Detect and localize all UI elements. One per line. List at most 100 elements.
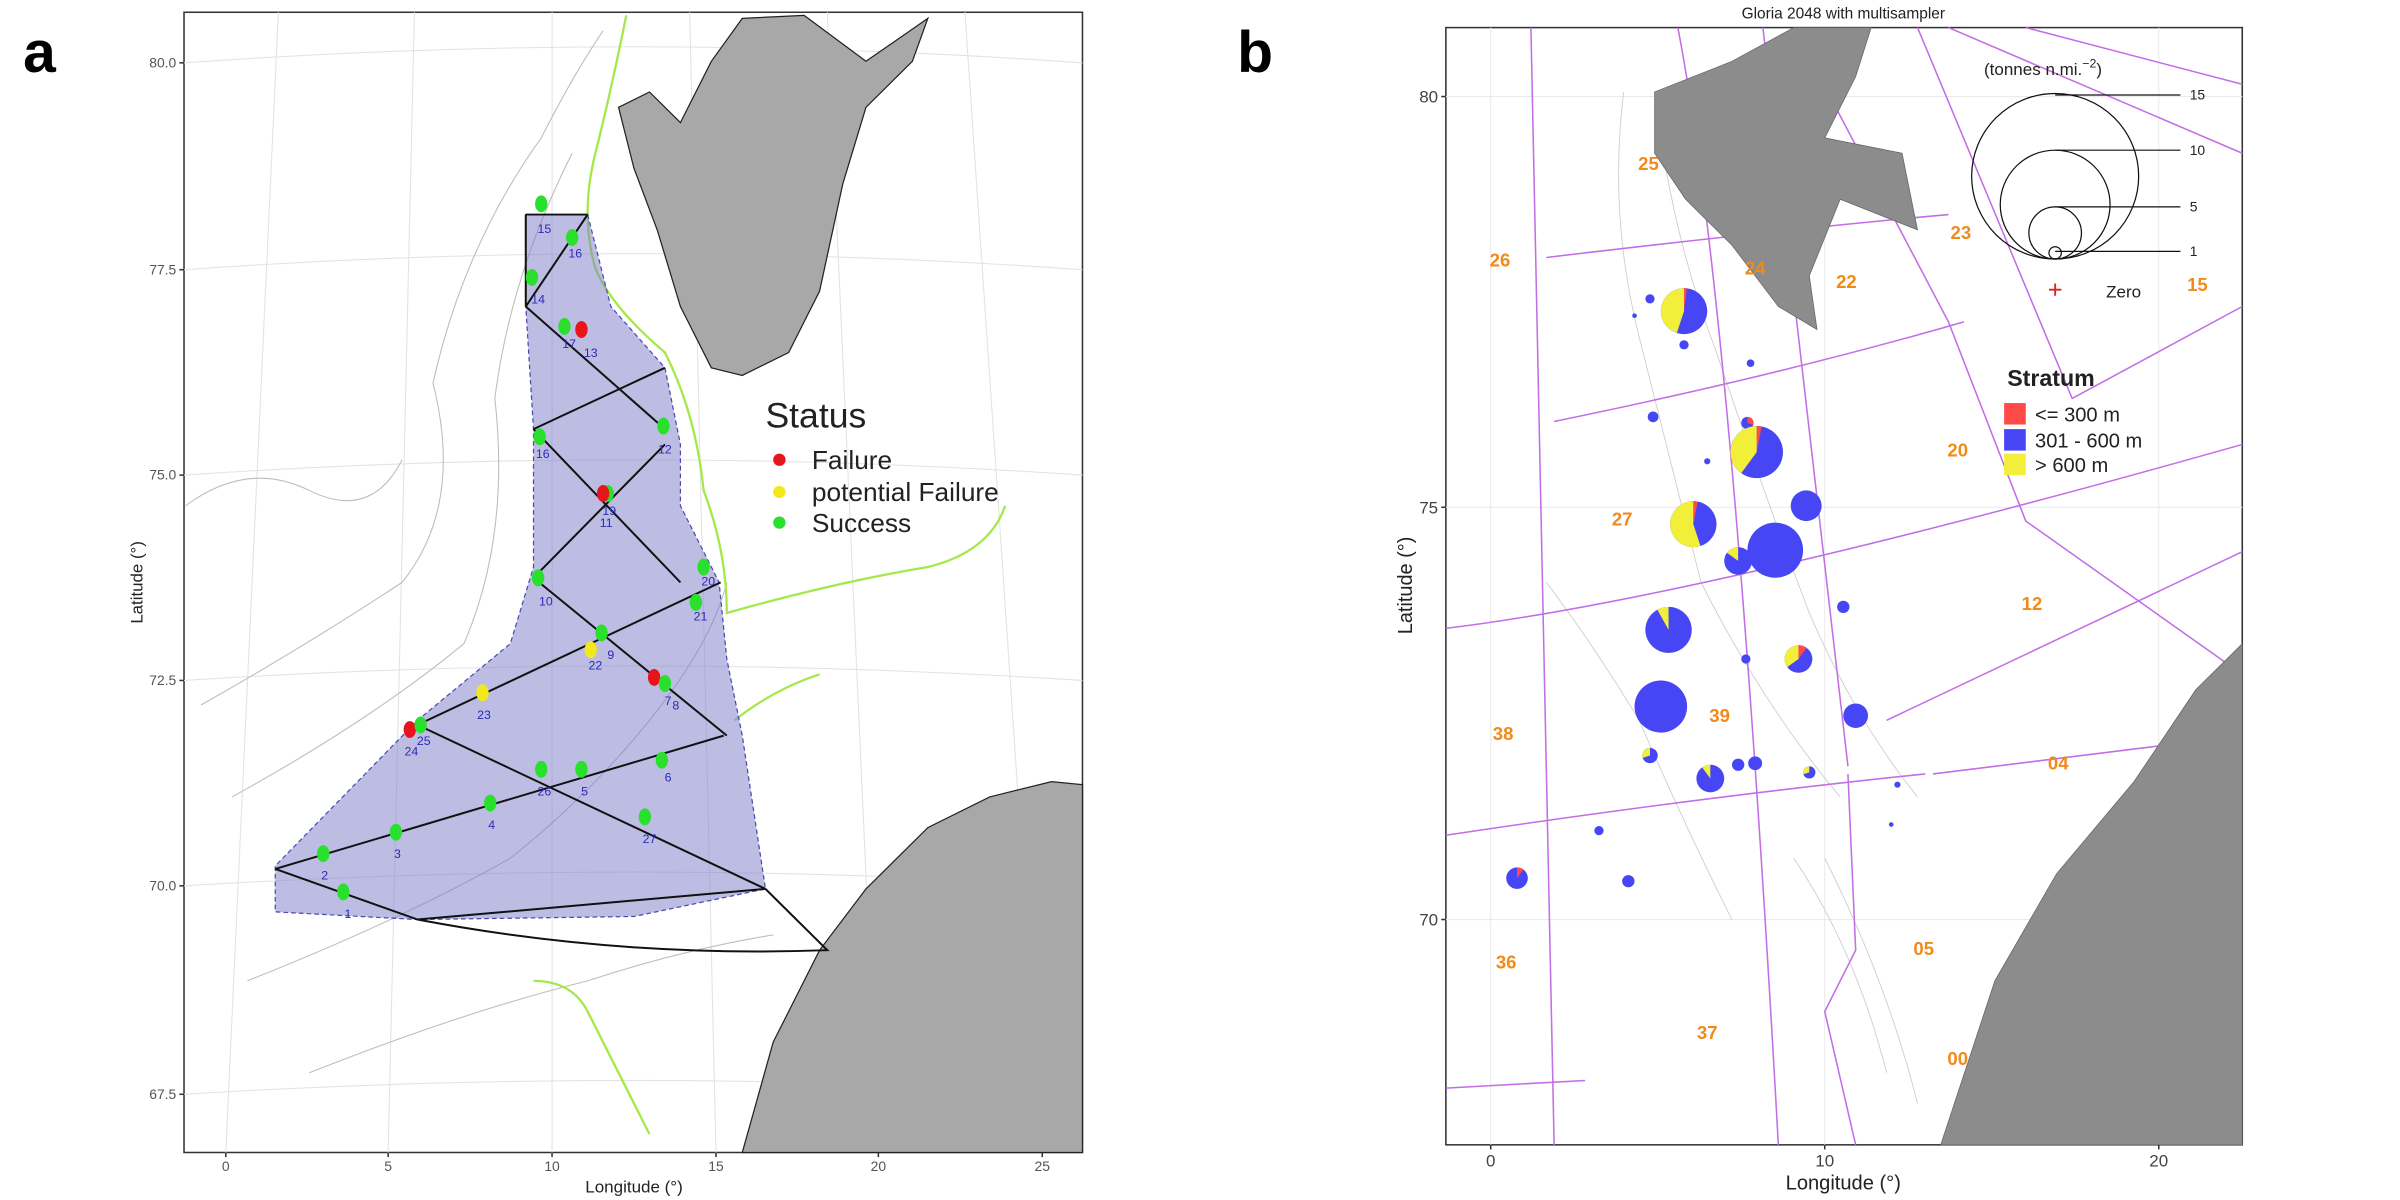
station-marker: [525, 268, 539, 286]
station-label: 6: [665, 771, 672, 785]
scale-label: 1: [2190, 243, 2198, 259]
pie-slice: [1730, 426, 1757, 474]
station-label: 25: [417, 734, 431, 748]
pie-slice: [1517, 867, 1524, 879]
pie: [1647, 411, 1659, 423]
pie: [1747, 522, 1804, 578]
station-label: 17: [562, 337, 576, 351]
legend-label: > 600 m: [2035, 455, 2108, 477]
pie: [1888, 822, 1894, 827]
y-tick-label: 70.0: [149, 877, 176, 893]
zero-marker: [2048, 283, 2062, 296]
station-label: 15: [537, 222, 551, 236]
chart-title: Gloria 2048 with multisampler: [1742, 5, 1945, 22]
legend-label: potential Failure: [812, 477, 999, 507]
stratum-label: 20: [1947, 440, 1968, 461]
pie-slice: [1702, 764, 1711, 779]
transects: [274, 213, 830, 953]
station-label: 26: [537, 784, 551, 798]
station-label: 5: [581, 784, 588, 798]
station-label: 22: [588, 659, 602, 673]
station-label: 10: [539, 594, 553, 608]
station-label: 4: [488, 818, 495, 832]
station-label: 7: [665, 694, 672, 708]
station-marker: [575, 760, 588, 778]
x-tick-label: 20: [871, 1158, 887, 1174]
stratum-label: 04: [2048, 752, 2069, 773]
pie-slice: [1756, 426, 1762, 453]
station-marker: [337, 883, 350, 901]
y-tick-label: 70: [1419, 911, 1438, 930]
y-axis-title: Latitude (°): [1395, 537, 1417, 635]
pie: [1894, 781, 1901, 788]
stratum-label: 25: [1638, 153, 1659, 174]
station-marker: [584, 641, 597, 659]
legend-marker: [773, 453, 786, 466]
scale-label: 5: [2190, 199, 2198, 215]
legend-swatch: [2004, 453, 2026, 476]
station-marker: [638, 808, 652, 826]
panel-label: b: [1237, 20, 1273, 85]
station-marker: [558, 318, 571, 335]
station-marker: [535, 760, 548, 778]
stratum-label: 38: [1493, 723, 1514, 744]
x-axis-title: Longitude (°): [1786, 1172, 1901, 1194]
y-axis-title: Latitude (°): [127, 541, 146, 624]
station-label: 13: [584, 346, 598, 360]
pie: [1645, 606, 1692, 653]
station-marker: [565, 229, 579, 246]
station-marker: [575, 321, 588, 338]
pie-slice: [1803, 766, 1810, 775]
y-tick-label: 67.5: [149, 1086, 176, 1102]
pie: [1634, 680, 1688, 733]
station-marker: [689, 593, 703, 611]
station-label: 8: [672, 699, 679, 713]
station-marker: [476, 684, 489, 702]
station-marker: [596, 485, 610, 502]
stratum-label: 37: [1697, 1022, 1718, 1043]
legend-swatch: [2004, 429, 2026, 451]
station-marker: [533, 428, 546, 446]
y-tick-label: 77.5: [149, 261, 176, 277]
stratum-label: 00: [1947, 1048, 1968, 1069]
station-marker: [655, 751, 669, 769]
pie-slice: [1693, 501, 1698, 525]
pie: [1843, 703, 1869, 728]
pie-slice: [1642, 747, 1650, 758]
catch-bubbles: [1506, 288, 1901, 889]
scale-label: 10: [2190, 142, 2206, 158]
station-label: 2: [321, 869, 328, 883]
pie: [1746, 359, 1755, 368]
station-label: 14: [531, 292, 545, 306]
station-label: 20: [701, 574, 715, 588]
scale-label: 15: [2190, 87, 2206, 103]
pie: [1748, 756, 1763, 771]
land-svalbard: [1654, 27, 1919, 331]
station-label: 11: [600, 516, 613, 530]
stratum-label: 15: [2187, 274, 2208, 295]
station-label: 16: [568, 247, 582, 261]
station-label: 21: [694, 610, 708, 624]
pie: [1594, 826, 1604, 836]
legend-swatch: [2004, 403, 2026, 425]
legend-label: Success: [812, 508, 911, 538]
station-marker: [389, 823, 403, 841]
stratum-label: 23: [1951, 222, 1972, 243]
station-marker: [657, 417, 670, 435]
station-marker: [647, 668, 661, 686]
pie-slice: [1657, 606, 1669, 630]
scale-circle: [2048, 246, 2062, 260]
pie: [1622, 875, 1635, 888]
station-marker: [697, 558, 710, 576]
pie-slice: [1726, 547, 1739, 561]
station-label: 27: [643, 832, 657, 846]
pie-slice: [1798, 645, 1807, 660]
x-tick-label: 10: [1815, 1151, 1834, 1170]
y-tick-label: 75.0: [149, 467, 176, 483]
scale-unit: (tonnes n.mi.−2): [1984, 56, 2102, 79]
pie: [1632, 313, 1637, 319]
legend-title: Status: [765, 396, 866, 436]
x-tick-label: 20: [2149, 1151, 2168, 1170]
